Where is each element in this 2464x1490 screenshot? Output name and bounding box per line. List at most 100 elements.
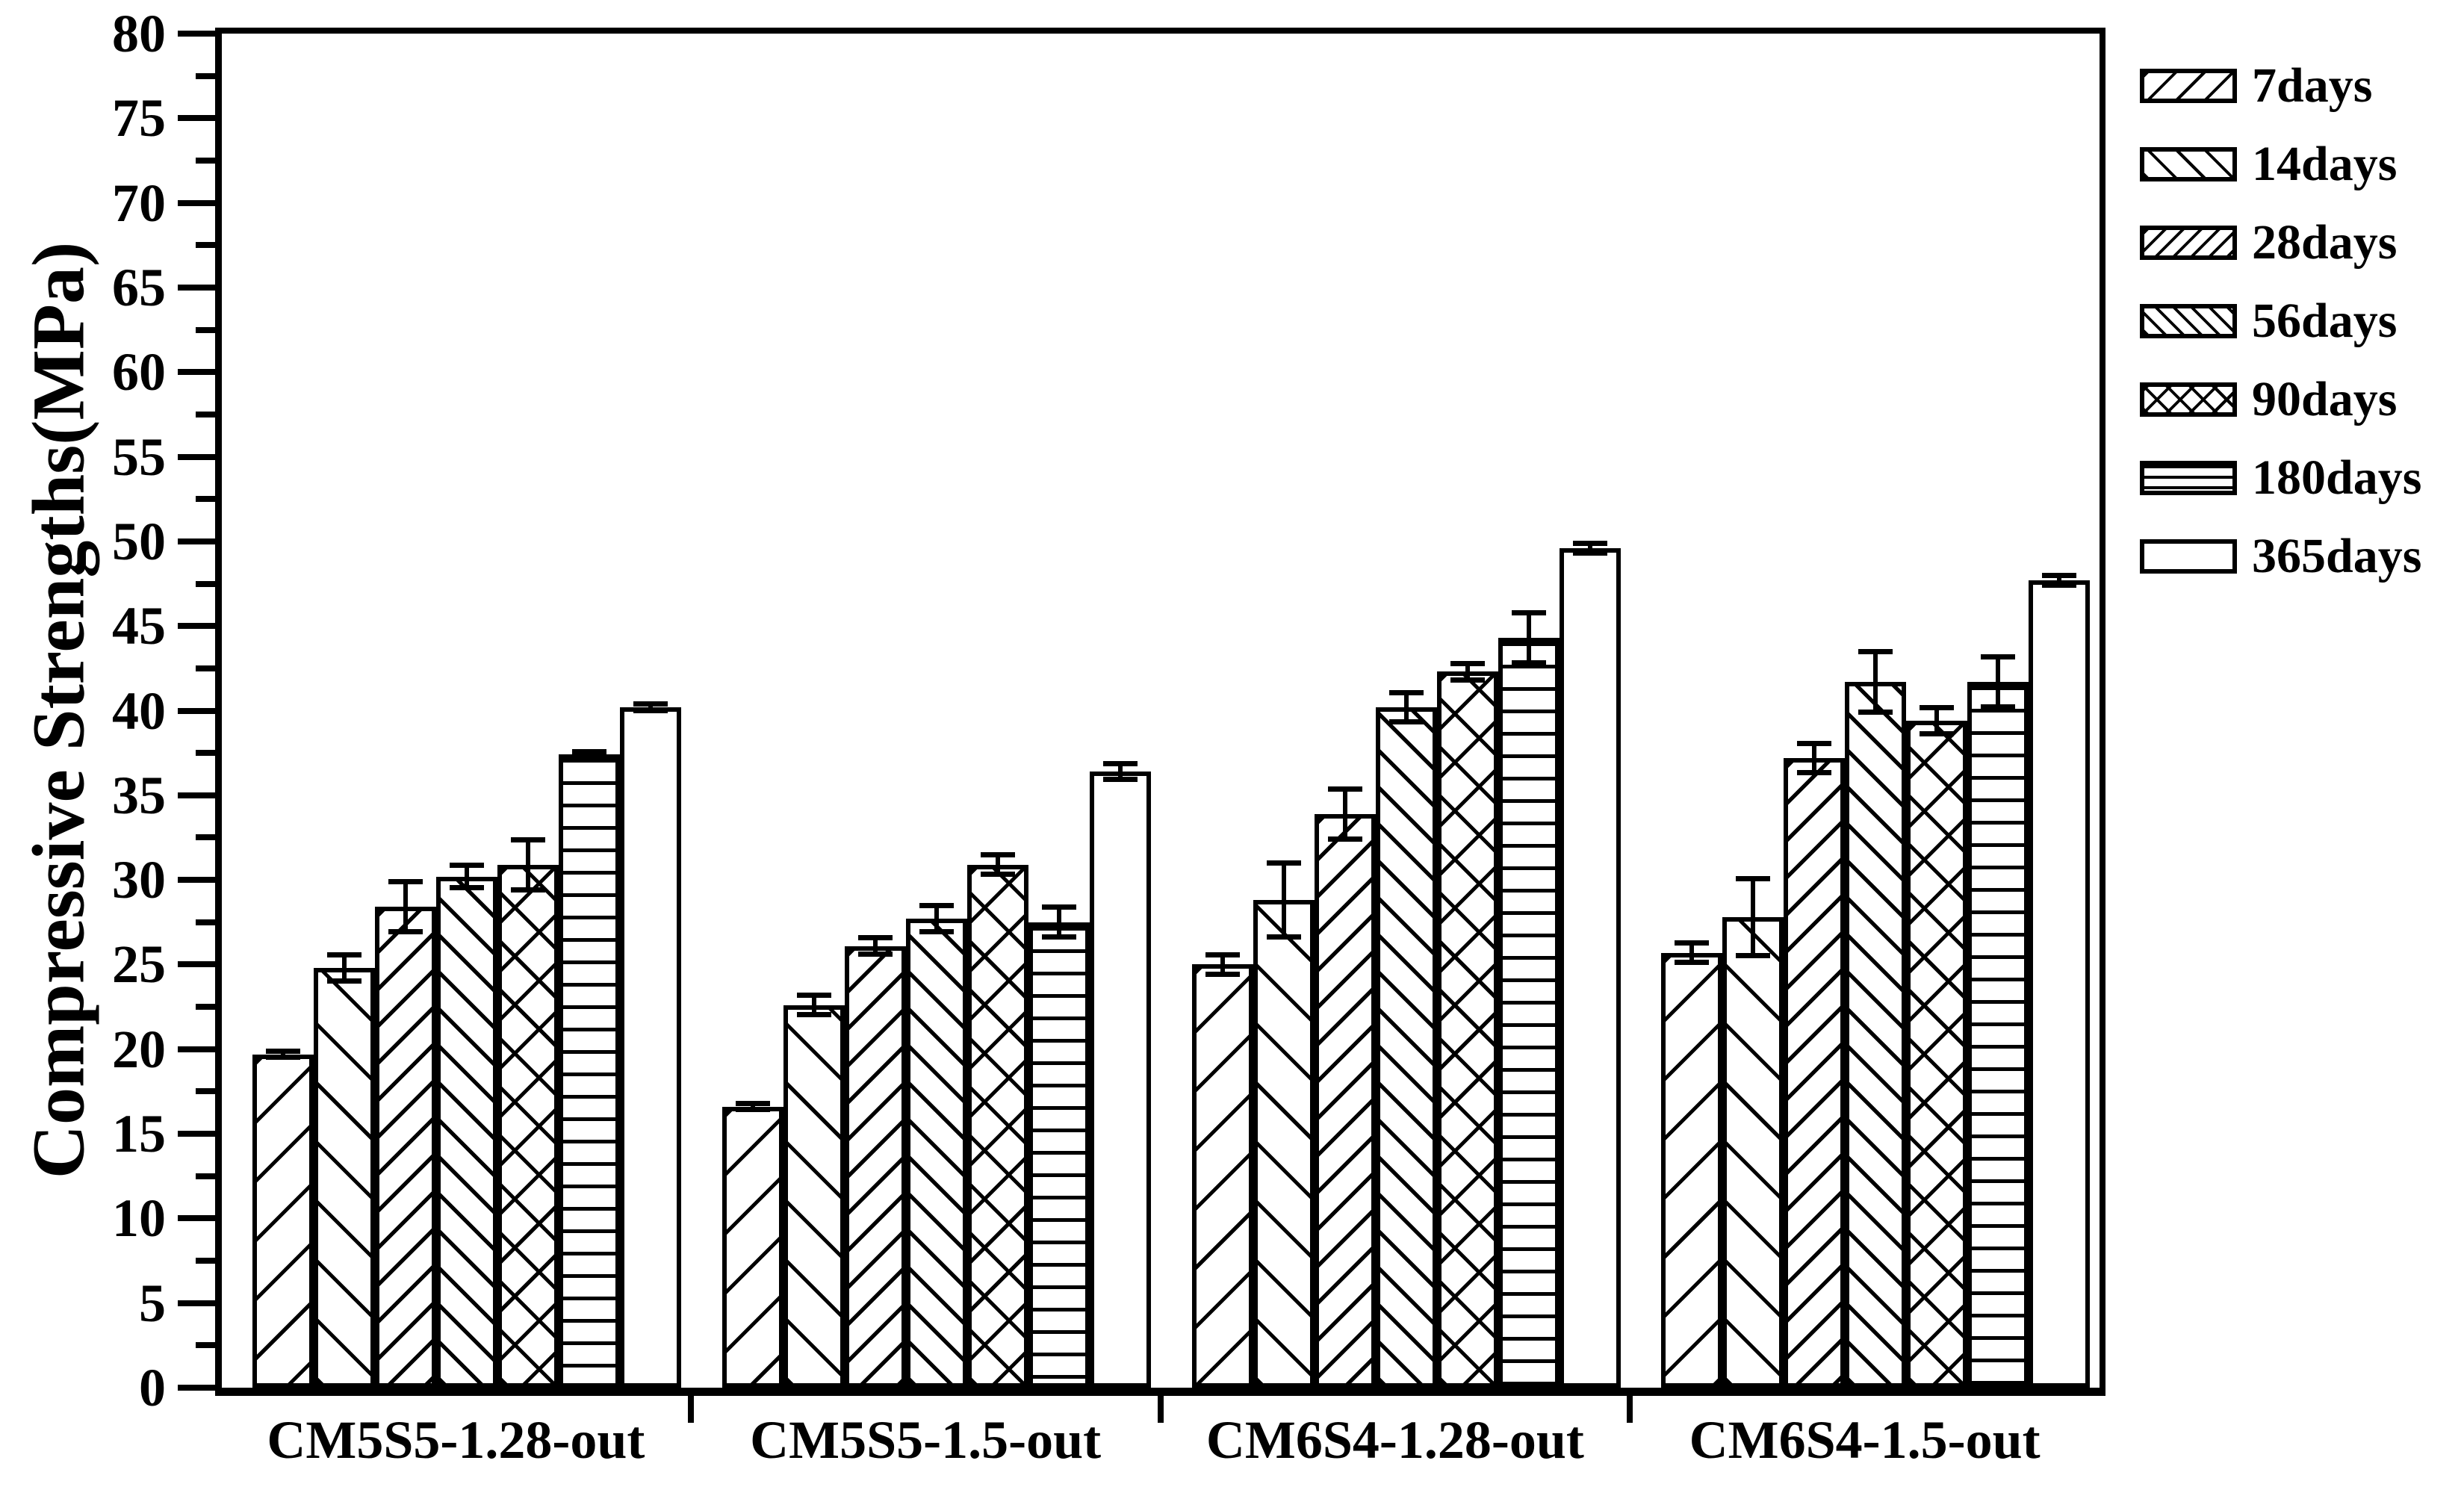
y-major-tick xyxy=(178,623,221,630)
bar-365days-CM5S5-1.5-out xyxy=(1089,772,1151,1388)
error-bar-cap-bottom xyxy=(980,872,1015,878)
y-minor-tick xyxy=(196,580,221,587)
error-bar-cap-top xyxy=(2042,573,2077,579)
y-tick-label: 50 xyxy=(112,511,166,571)
error-bar-cap-bottom xyxy=(1981,704,2016,710)
error-bar-line xyxy=(1689,942,1695,963)
error-bar-line xyxy=(465,864,469,889)
y-minor-tick xyxy=(196,1088,221,1095)
legend-label-14days: 14days xyxy=(2252,137,2398,191)
y-tick-label: 70 xyxy=(112,173,166,233)
error-bar-cap-bottom xyxy=(2042,582,2077,588)
y-major-tick xyxy=(178,792,221,798)
bar-90days-CM5S5-1.28-out xyxy=(497,864,559,1388)
error-bar-cap-bottom xyxy=(1205,972,1240,978)
error-bar-cap-top xyxy=(1041,904,1076,910)
error-bar-line xyxy=(1812,742,1817,774)
error-bar-cap-bottom xyxy=(857,951,893,957)
y-major-tick xyxy=(178,1046,221,1052)
x-category-label: CM6S4-1.28-out xyxy=(1205,1410,1584,1470)
plot-right-border xyxy=(2100,28,2105,1396)
legend-label-28days: 28days xyxy=(2252,215,2398,270)
error-bar-line xyxy=(934,905,939,933)
y-minor-tick xyxy=(196,750,221,757)
error-bar-cap-bottom xyxy=(1388,719,1424,725)
y-tick-label: 15 xyxy=(112,1104,166,1164)
y-major-tick xyxy=(178,1385,221,1391)
error-bar-cap-bottom xyxy=(1797,770,1832,776)
bar-14days-CM5S5-1.28-out xyxy=(314,967,375,1388)
y-tick-label: 20 xyxy=(112,1019,166,1079)
x-boundary-tick xyxy=(1157,1396,1164,1423)
error-bar-line xyxy=(811,995,816,1016)
x-boundary-tick xyxy=(687,1396,694,1423)
error-bar-cap-bottom xyxy=(266,1055,300,1061)
error-bar-line xyxy=(1996,656,2001,707)
error-bar-line xyxy=(995,854,1000,875)
bar-56days-CM6S4-1.5-out xyxy=(1845,681,1907,1388)
x-axis-line xyxy=(215,1388,2105,1396)
error-bar-cap-top xyxy=(919,903,954,909)
error-bar-cap-top xyxy=(327,952,361,957)
error-bar-line xyxy=(403,881,408,933)
error-bar-line xyxy=(872,937,878,954)
error-bar-cap-bottom xyxy=(1511,660,1546,666)
x-category-label: CM6S4-1.5-out xyxy=(1689,1410,2041,1470)
y-tick-label: 55 xyxy=(112,426,166,487)
error-bar-cap-bottom xyxy=(1572,550,1607,556)
error-bar-cap-bottom xyxy=(388,929,423,935)
error-bar-cap-bottom xyxy=(1450,677,1485,683)
legend-label-7days: 7days xyxy=(2252,58,2373,113)
error-bar-cap-top xyxy=(980,852,1015,858)
y-tick-label: 0 xyxy=(139,1358,166,1418)
error-bar-line xyxy=(2057,575,2062,586)
error-bar-cap-top xyxy=(1675,940,1710,946)
legend-swatch-56days xyxy=(2140,304,2237,338)
y-tick-label: 5 xyxy=(139,1273,166,1333)
error-bar-line xyxy=(526,839,530,890)
bar-7days-CM6S4-1.28-out xyxy=(1191,964,1253,1388)
y-minor-tick xyxy=(196,72,221,79)
bar-14days-CM5S5-1.5-out xyxy=(783,1005,845,1388)
legend-label-180days: 180days xyxy=(2252,450,2422,505)
legend-label-90days: 90days xyxy=(2252,372,2398,426)
bar-7days-CM6S4-1.5-out xyxy=(1661,952,1723,1388)
error-bar-cap-top xyxy=(388,879,423,885)
error-bar-line xyxy=(1117,763,1123,780)
y-major-tick xyxy=(178,538,221,544)
y-tick-label: 45 xyxy=(112,596,166,656)
y-major-tick xyxy=(178,453,221,460)
error-bar-cap-bottom xyxy=(735,1107,770,1113)
error-bar-cap-bottom xyxy=(511,887,545,893)
y-major-tick xyxy=(178,1300,221,1306)
error-bar-line xyxy=(1587,543,1592,553)
y-minor-tick xyxy=(196,1173,221,1179)
error-bar-cap-bottom xyxy=(327,978,361,984)
error-bar-line xyxy=(1403,692,1409,723)
bar-56days-CM6S4-1.28-out xyxy=(1375,707,1437,1388)
y-minor-tick xyxy=(196,1004,221,1011)
error-bar-cap-top xyxy=(1858,649,1893,655)
y-minor-tick xyxy=(196,496,221,503)
plot-top-border xyxy=(215,28,2105,34)
error-bar-cap-bottom xyxy=(572,754,606,760)
error-bar-line xyxy=(1873,651,1878,713)
y-tick-label: 30 xyxy=(112,850,166,910)
error-bar-cap-bottom xyxy=(450,885,484,891)
y-major-tick xyxy=(178,1215,221,1222)
y-major-tick xyxy=(178,961,221,968)
error-bar-cap-top xyxy=(1511,610,1546,616)
bar-180days-CM6S4-1.28-out xyxy=(1498,638,1560,1388)
error-bar-line xyxy=(1342,788,1347,839)
y-tick-label: 60 xyxy=(112,342,166,403)
bar-14days-CM6S4-1.5-out xyxy=(1722,916,1784,1388)
error-bar-cap-top xyxy=(450,862,484,868)
bar-90days-CM6S4-1.5-out xyxy=(1906,721,1968,1388)
y-tick-label: 80 xyxy=(112,4,166,63)
bar-90days-CM6S4-1.28-out xyxy=(1436,671,1498,1388)
error-bar-cap-top xyxy=(511,836,545,842)
bar-365days-CM5S5-1.28-out xyxy=(620,707,681,1388)
legend-swatch-90days xyxy=(2140,382,2237,417)
y-minor-tick xyxy=(196,1258,221,1264)
error-bar-cap-top xyxy=(1102,760,1138,766)
